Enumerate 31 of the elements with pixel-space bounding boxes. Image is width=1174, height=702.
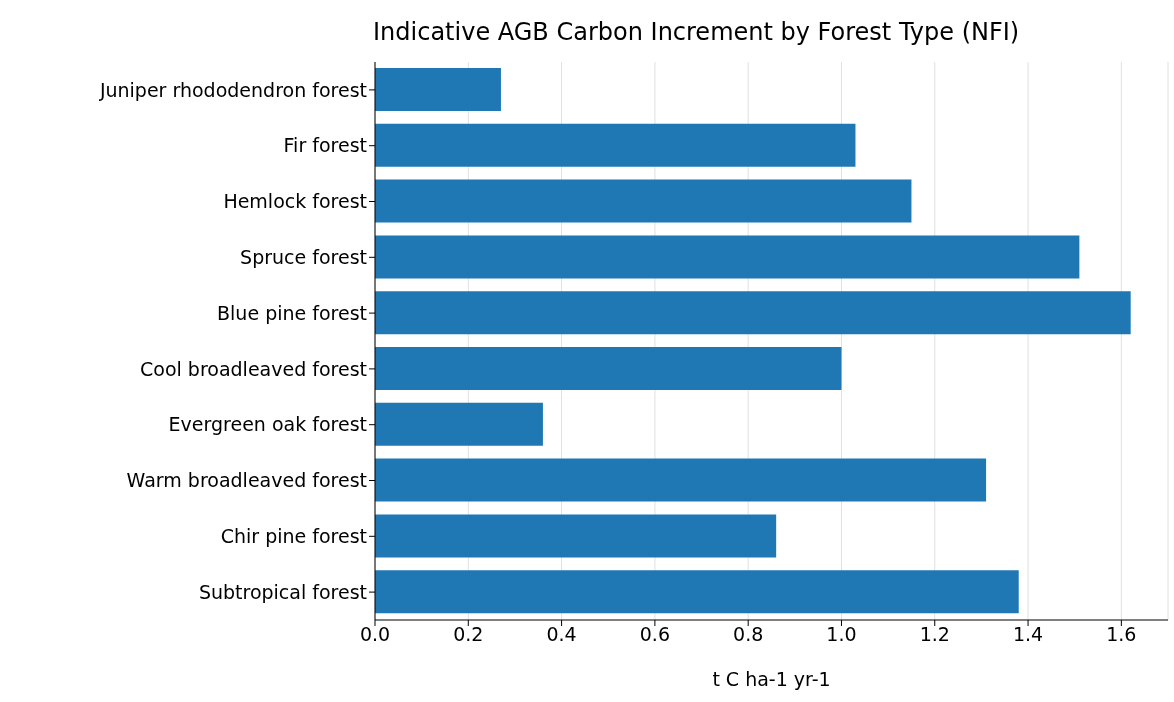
x-tick-label: 1.6 [1106,623,1137,646]
y-tick-label: Fir forest [283,134,367,157]
x-tick-label: 0.8 [733,623,764,646]
bar [375,347,842,390]
bar [375,514,777,558]
x-tick-label: 1.0 [826,623,857,646]
y-tick-label: Subtropical forest [198,580,367,603]
bar [375,570,1019,614]
bar [375,291,1131,335]
x-tick-label: 0.4 [546,623,577,646]
x-tick-label: 1.4 [1012,623,1044,646]
x-axis-title: t C ha-1 yr-1 [712,668,831,690]
x-tick-label: 0.0 [359,623,391,646]
x-tick-label: 1.2 [919,623,950,646]
chart-title: Indicative AGB Carbon Increment by Forest Type (NFI) [373,18,1020,46]
bar [375,402,543,446]
bar [375,458,987,502]
y-tick-label: Blue pine forest [217,301,367,324]
y-tick-label: Evergreen oak forest [168,413,367,436]
x-tick-label: 0.6 [639,623,670,646]
bar [375,123,856,167]
y-tick-label: Cool broadleaved forest [139,357,367,380]
bar [375,235,1080,279]
y-tick-label: Chir pine forest [220,525,367,548]
bar [375,179,912,223]
x-tick-label: 0.2 [453,623,484,646]
y-tick-label: Juniper rhododendron forest [98,78,367,101]
bar [375,68,501,111]
y-tick-label: Spruce forest [240,246,367,269]
y-tick-label: Warm broadleaved forest [126,469,367,492]
y-tick-label: Hemlock forest [223,190,367,213]
